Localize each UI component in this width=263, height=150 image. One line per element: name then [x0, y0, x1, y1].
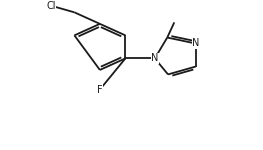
Text: Cl: Cl [46, 1, 56, 11]
Text: N: N [151, 53, 159, 63]
Text: F: F [97, 85, 103, 94]
Text: N: N [192, 39, 199, 48]
